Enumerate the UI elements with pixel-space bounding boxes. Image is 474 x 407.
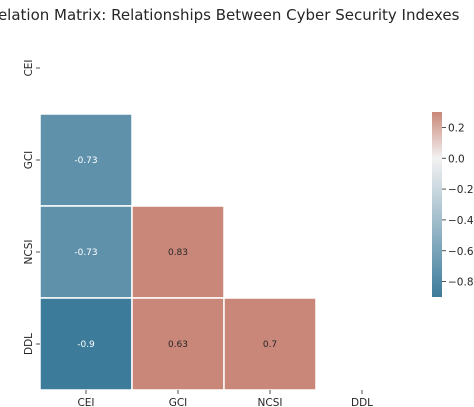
x-tick-label: GCI (169, 397, 188, 407)
colorbar-tick-label: −0.8 (448, 277, 474, 289)
cell-value-label: 0.7 (263, 340, 277, 350)
cell-value-label: 0.63 (168, 340, 188, 350)
y-tick-label: DDL (23, 333, 35, 355)
cell-value-label: -0.9 (77, 340, 95, 350)
x-tick-label: DDL (351, 397, 373, 407)
colorbar-tick-label: 0.2 (448, 122, 465, 134)
heatmap-cells: -0.73 -0.73 0.83 -0.9 0.63 0.7 (39, 113, 317, 391)
x-axis-ticks: CEI GCI NCSI DDL (77, 390, 373, 407)
x-tick-label: NCSI (258, 397, 283, 407)
colorbar-tick-label: −0.2 (448, 184, 474, 196)
cell-value-label: -0.73 (74, 248, 97, 258)
colorbar-tick-label: −0.6 (448, 246, 474, 258)
heatmap-cell (223, 297, 317, 391)
y-tick-label: CEI (23, 59, 35, 76)
x-tick-label: CEI (77, 397, 94, 407)
heatmap-cell (39, 205, 133, 299)
colorbar: −0.8 −0.6 −0.4 −0.2 0.0 0.2 (432, 112, 474, 297)
y-tick-label: NCSI (23, 240, 35, 265)
colorbar-gradient (432, 112, 442, 297)
y-axis-ticks: CEI GCI NCSI DDL (23, 59, 40, 355)
heatmap-cell (131, 205, 225, 299)
colorbar-tick-label: 0.0 (448, 153, 465, 165)
y-tick-label: GCI (23, 151, 35, 170)
cell-value-label: -0.73 (74, 156, 97, 166)
chart-title: Correlation Matrix: Relationships Betwee… (0, 6, 460, 24)
cell-value-label: 0.83 (168, 248, 188, 258)
colorbar-tick-label: −0.4 (448, 215, 474, 227)
heatmap-cell (39, 113, 133, 207)
